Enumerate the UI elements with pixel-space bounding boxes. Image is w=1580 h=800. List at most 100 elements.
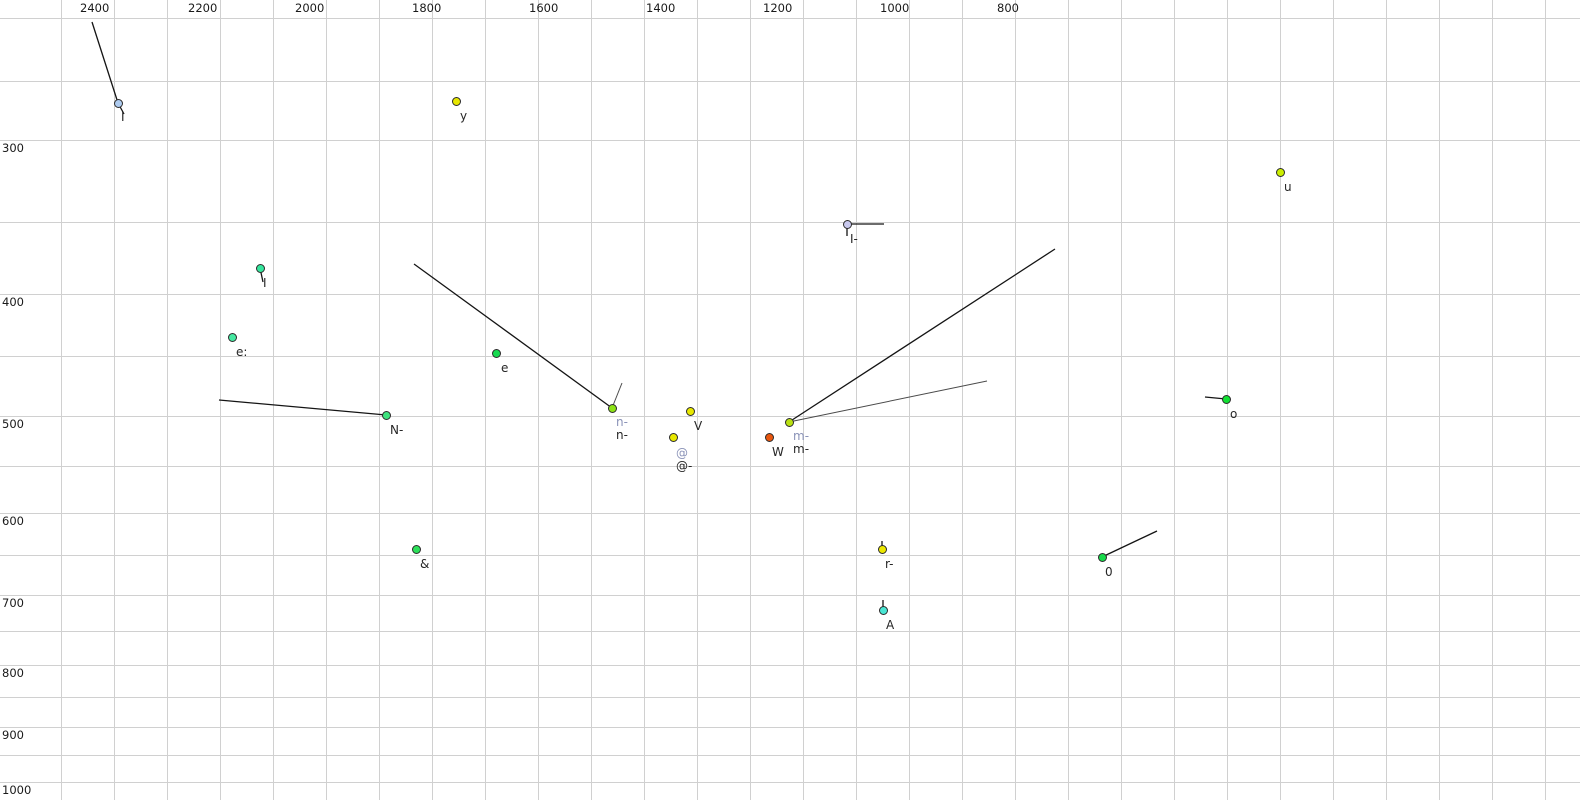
- gridline-vertical: [644, 0, 645, 800]
- connector-line: [1101, 530, 1158, 558]
- data-point-marker[interactable]: [784, 417, 794, 427]
- gridline-horizontal: [0, 466, 1580, 467]
- y-axis-tick-label: 600: [2, 514, 24, 528]
- x-axis-tick-label: 2400: [80, 1, 110, 15]
- gridline-vertical: [220, 0, 221, 800]
- x-axis-tick-label: 1400: [646, 1, 676, 15]
- gridline-vertical: [1545, 0, 1546, 800]
- data-point-alt-label: m-: [793, 429, 810, 443]
- gridline-horizontal: [0, 140, 1580, 141]
- x-axis-tick-label: 1000: [880, 1, 910, 15]
- gridline-vertical: [697, 0, 698, 800]
- gridline-vertical: [962, 0, 963, 800]
- data-point-marker[interactable]: [878, 605, 888, 615]
- gridline-horizontal: [0, 18, 1580, 19]
- gridline-vertical: [803, 0, 804, 800]
- connector-line: [218, 399, 387, 416]
- data-point-marker[interactable]: [877, 544, 887, 554]
- data-point-marker[interactable]: [1275, 167, 1285, 177]
- x-axis-tick-label: 2000: [295, 1, 325, 15]
- gridline-vertical: [1280, 0, 1281, 800]
- data-point-marker[interactable]: [381, 410, 391, 420]
- x-axis-tick-label: 800: [997, 1, 1019, 15]
- gridline-horizontal: [0, 697, 1580, 698]
- data-point-label: V: [694, 419, 703, 433]
- data-point-label: &: [420, 557, 430, 571]
- data-point-marker[interactable]: [1221, 394, 1231, 404]
- data-point-label: o: [1230, 407, 1238, 421]
- data-point-marker[interactable]: [668, 432, 678, 442]
- gridline-vertical: [1439, 0, 1440, 800]
- x-axis-tick-label: 2200: [188, 1, 218, 15]
- gridline-vertical: [1386, 0, 1387, 800]
- gridline-vertical: [1333, 0, 1334, 800]
- data-point-label: r-: [885, 557, 894, 571]
- data-point-marker[interactable]: [491, 348, 501, 358]
- data-point-label: A: [886, 618, 895, 632]
- gridline-vertical: [61, 0, 62, 800]
- y-axis-tick-label: 500: [2, 417, 24, 431]
- data-point-label: W: [772, 445, 784, 459]
- gridline-vertical: [114, 0, 115, 800]
- gridline-vertical: [856, 0, 857, 800]
- data-point-marker[interactable]: [685, 406, 695, 416]
- gridline-horizontal: [0, 631, 1580, 632]
- gridline-vertical: [432, 0, 433, 800]
- data-point-marker[interactable]: [227, 332, 237, 342]
- gridline-horizontal: [0, 665, 1580, 666]
- data-point-marker[interactable]: [764, 432, 774, 442]
- gridline-vertical: [1068, 0, 1069, 800]
- data-point-alt-label: @: [676, 446, 688, 460]
- data-point-label: @-: [676, 459, 693, 473]
- gridline-vertical: [538, 0, 539, 800]
- y-axis-tick-label: 800: [2, 666, 24, 680]
- data-point-marker[interactable]: [411, 544, 421, 554]
- gridline-horizontal: [0, 595, 1580, 596]
- gridline-vertical: [591, 0, 592, 800]
- gridline-vertical: [326, 0, 327, 800]
- data-point-label: I-: [850, 232, 858, 246]
- gridline-horizontal: [0, 755, 1580, 756]
- data-point-label: 0: [1105, 565, 1113, 579]
- gridline-vertical: [909, 0, 910, 800]
- data-point-label: N-: [390, 423, 404, 437]
- gridline-horizontal: [0, 727, 1580, 728]
- y-axis-tick-label: 300: [2, 141, 24, 155]
- data-point-marker[interactable]: [451, 96, 461, 106]
- data-point-alt-label: n-: [616, 415, 628, 429]
- data-point-label: I: [263, 276, 267, 290]
- gridline-horizontal: [0, 294, 1580, 295]
- gridline-vertical: [273, 0, 274, 800]
- data-point-marker[interactable]: [1097, 552, 1107, 562]
- y-axis-tick-label: 900: [2, 728, 24, 742]
- data-point-label: e: [501, 361, 509, 375]
- x-axis-tick-label: 1200: [763, 1, 793, 15]
- data-point-marker[interactable]: [842, 219, 852, 229]
- gridline-horizontal: [0, 81, 1580, 82]
- gridline-vertical: [379, 0, 380, 800]
- data-point-label: y: [460, 109, 468, 123]
- gridline-horizontal: [0, 416, 1580, 417]
- data-point-label: e:: [236, 345, 248, 359]
- gridline-horizontal: [0, 555, 1580, 556]
- gridline-horizontal: [0, 222, 1580, 223]
- data-point-label: u: [1284, 180, 1292, 194]
- gridline-vertical: [1492, 0, 1493, 800]
- data-point-label: n-: [616, 428, 628, 442]
- gridline-horizontal: [0, 782, 1580, 783]
- gridline-vertical: [1121, 0, 1122, 800]
- y-axis-tick-label: 1000: [2, 783, 32, 797]
- data-point-marker[interactable]: [113, 98, 123, 108]
- gridline-vertical: [750, 0, 751, 800]
- gridline-horizontal: [0, 513, 1580, 514]
- gridline-vertical: [1015, 0, 1016, 800]
- gridline-vertical: [1174, 0, 1175, 800]
- y-axis-tick-label: 400: [2, 295, 24, 309]
- connector-line: [413, 263, 613, 409]
- data-point-marker[interactable]: [255, 263, 265, 273]
- x-axis-tick-label: 1800: [412, 1, 442, 15]
- data-point-marker[interactable]: [607, 403, 617, 413]
- gridline-vertical: [485, 0, 486, 800]
